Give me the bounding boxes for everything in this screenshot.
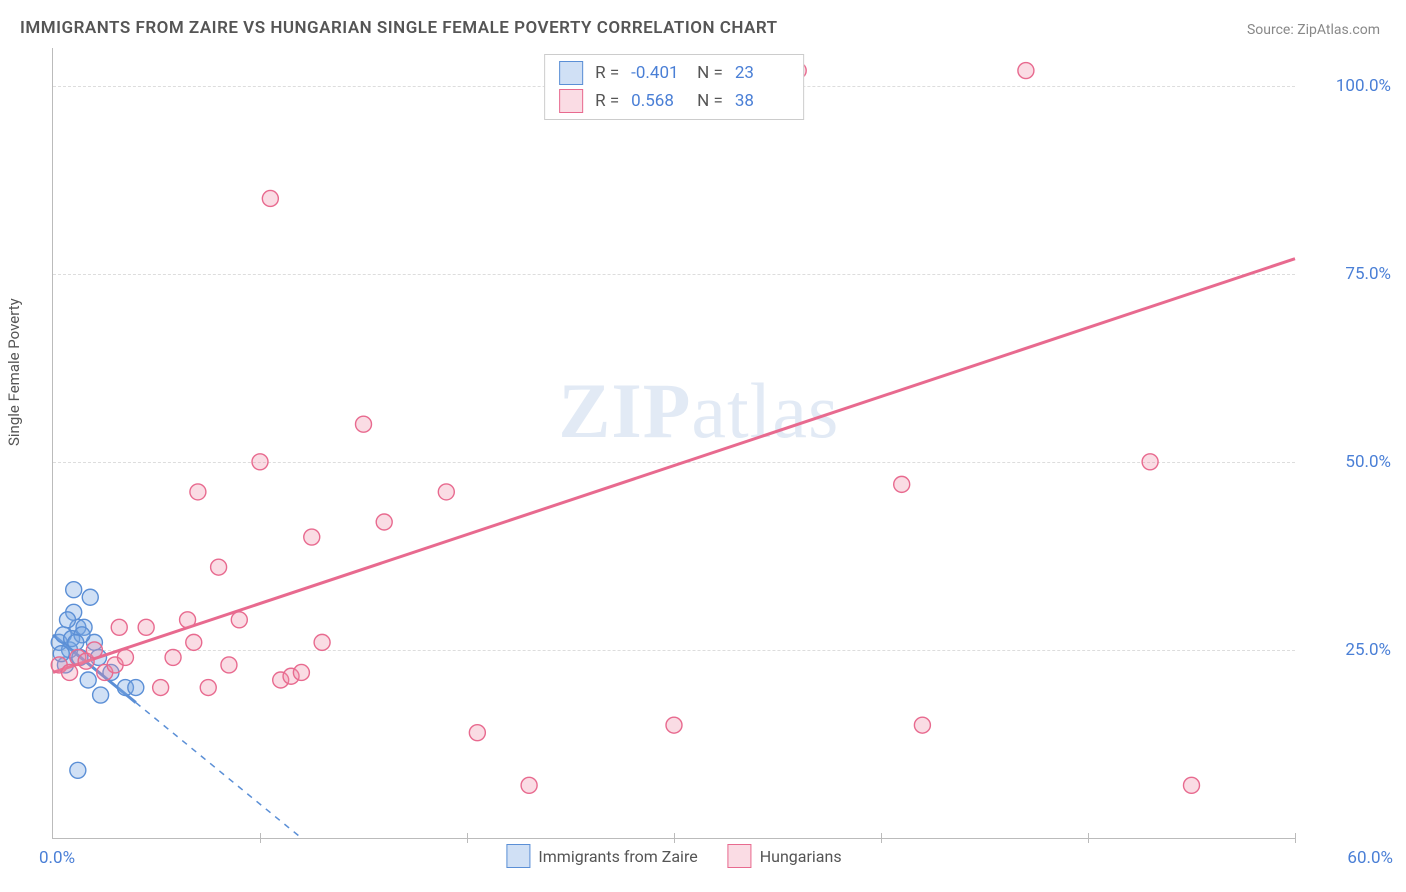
x-tick-min: 0.0% <box>39 848 75 868</box>
stats-legend: R =-0.401N =23R =0.568N =38 <box>544 54 804 120</box>
chart-title: IMMIGRANTS FROM ZAIRE VS HUNGARIAN SINGL… <box>20 18 778 38</box>
legend-swatch <box>559 89 583 113</box>
series-legend: Immigrants from Zaire Hungarians <box>506 844 841 868</box>
x-tick-mark <box>1295 833 1296 843</box>
stats-legend-row: R =-0.401N =23 <box>559 59 789 87</box>
legend-label: Hungarians <box>760 847 842 866</box>
legend-swatch <box>506 844 530 868</box>
source-label: Source: ZipAtlas.com <box>1247 22 1380 38</box>
legend-item: Hungarians <box>728 844 842 868</box>
y-tick-label: 100.0% <box>1336 76 1391 96</box>
stats-legend-row: R =0.568N =38 <box>559 87 789 115</box>
y-axis-label: Single Female Poverty <box>5 298 23 446</box>
legend-swatch <box>559 61 583 85</box>
legend-swatch <box>728 844 752 868</box>
plot-area: ZIPatlas 25.0%50.0%75.0%100.0% R =-0.401… <box>52 48 1295 839</box>
y-tick-label: 50.0% <box>1345 452 1391 472</box>
y-tick-label: 75.0% <box>1345 264 1391 284</box>
y-tick-label: 25.0% <box>1345 640 1391 660</box>
scatter-svg <box>53 48 1295 838</box>
x-tick-max: 60.0% <box>1347 848 1393 868</box>
legend-item: Immigrants from Zaire <box>506 844 697 868</box>
legend-label: Immigrants from Zaire <box>538 847 697 866</box>
